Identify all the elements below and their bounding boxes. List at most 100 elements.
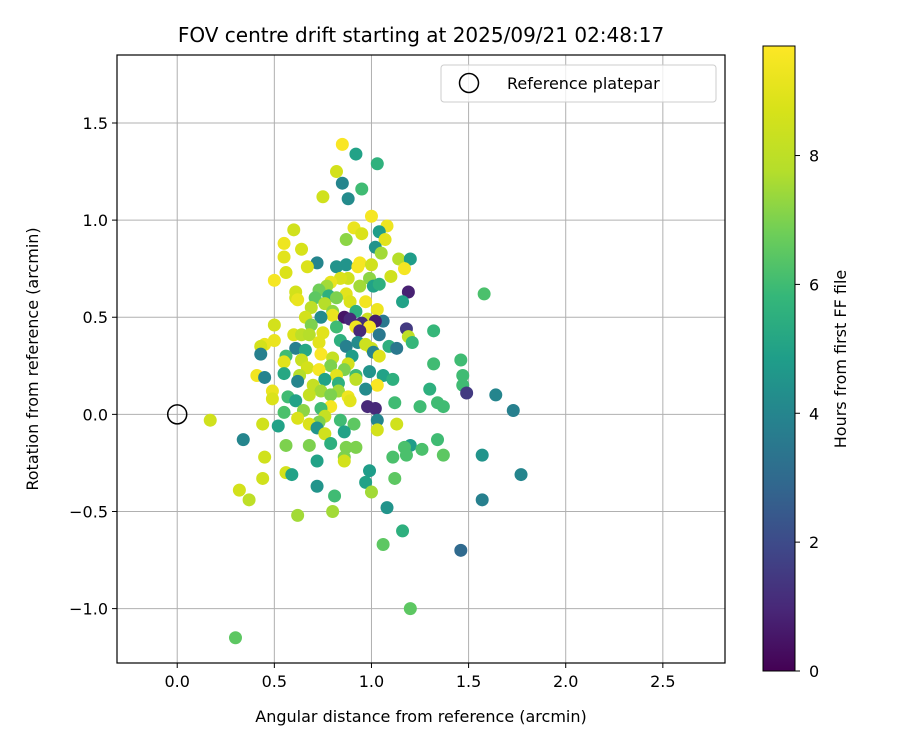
data-point: [349, 147, 363, 161]
data-point: [427, 357, 441, 371]
data-point: [347, 417, 361, 431]
data-point: [353, 279, 367, 293]
y-tick-label: −1.0: [69, 600, 108, 619]
data-points: [203, 137, 528, 645]
data-point: [277, 405, 291, 419]
data-point: [392, 252, 406, 266]
data-point: [339, 440, 353, 454]
data-point: [242, 493, 256, 507]
data-point: [265, 392, 279, 406]
data-point: [258, 370, 272, 384]
data-point: [489, 388, 503, 402]
data-point: [277, 355, 291, 369]
data-point: [349, 440, 363, 454]
reference-platepar-marker: [166, 404, 188, 425]
data-point: [378, 233, 392, 247]
data-point: [256, 471, 270, 485]
data-point: [374, 246, 388, 260]
y-axis-ticks: −1.0 −0.5 0.0 0.5 1.0 1.5: [69, 114, 117, 619]
data-point: [330, 320, 344, 334]
data-point: [380, 501, 394, 515]
data-point: [396, 295, 410, 309]
plot-frame: [116, 54, 726, 664]
data-point: [277, 367, 291, 381]
data-point: [277, 236, 291, 250]
data-point: [477, 287, 491, 301]
data-point: [289, 394, 303, 408]
data-point: [436, 448, 450, 462]
data-point: [341, 192, 355, 206]
colorbar-tick-label: 6: [809, 275, 819, 294]
data-point: [427, 324, 441, 338]
data-point: [339, 339, 353, 353]
colorbar-tick-label: 4: [809, 404, 819, 423]
data-point: [415, 442, 429, 456]
legend-marker-icon: [458, 72, 480, 94]
y-tick-label: 1.0: [83, 211, 108, 230]
data-point: [359, 295, 373, 309]
data-point: [287, 223, 301, 237]
colorbar-tick-label: 8: [809, 147, 819, 166]
data-point: [324, 388, 338, 402]
legend: Reference platepar: [440, 64, 717, 103]
data-point: [372, 277, 386, 291]
x-tick-label: 2.0: [553, 672, 578, 691]
data-point: [359, 382, 373, 396]
data-point: [355, 227, 369, 241]
data-point: [397, 262, 411, 276]
data-point: [399, 448, 413, 462]
data-point: [403, 602, 417, 616]
data-point: [326, 504, 340, 518]
data-point: [337, 425, 351, 439]
grid-lines: [117, 55, 725, 663]
data-point: [267, 318, 281, 332]
colorbar-tick-label: 0: [809, 662, 819, 681]
data-point: [405, 335, 419, 349]
y-axis-label: Rotation from reference (arcmin): [23, 227, 42, 490]
data-point: [431, 433, 445, 447]
y-tick-label: 0.0: [83, 405, 108, 424]
data-point: [312, 335, 326, 349]
data-point: [256, 417, 270, 431]
data-point: [236, 433, 250, 447]
data-point: [302, 388, 316, 402]
data-point: [277, 250, 291, 264]
data-point: [456, 369, 470, 383]
data-point: [401, 285, 415, 299]
data-point: [364, 258, 378, 272]
data-point: [351, 260, 365, 274]
data-point: [330, 165, 344, 179]
data-point: [386, 372, 400, 386]
data-point: [318, 427, 332, 441]
x-tick-label: 0.5: [262, 672, 287, 691]
data-point: [388, 396, 402, 410]
data-point: [343, 394, 357, 408]
data-point: [403, 252, 417, 266]
data-point: [413, 400, 427, 414]
data-point: [330, 260, 344, 274]
data-point: [326, 308, 340, 322]
data-point: [335, 176, 349, 190]
colorbar-ticks: 0 2 4 6 8: [795, 147, 819, 681]
colorbar-tick-label: 2: [809, 533, 819, 552]
data-point: [396, 524, 410, 538]
data-point: [302, 328, 316, 342]
data-point: [363, 464, 377, 478]
data-point: [436, 400, 450, 414]
data-point: [302, 438, 316, 452]
data-point: [291, 508, 305, 522]
data-point: [328, 489, 342, 503]
data-point: [343, 295, 357, 309]
data-point: [376, 538, 390, 552]
data-point: [388, 471, 402, 485]
data-point: [279, 266, 293, 280]
x-tick-label: 1.5: [456, 672, 481, 691]
data-point: [314, 310, 328, 324]
data-point: [370, 423, 384, 437]
data-point: [312, 363, 326, 377]
data-point: [324, 400, 338, 414]
data-point: [318, 372, 332, 386]
data-point: [310, 454, 324, 468]
x-tick-label: 0.0: [164, 672, 189, 691]
